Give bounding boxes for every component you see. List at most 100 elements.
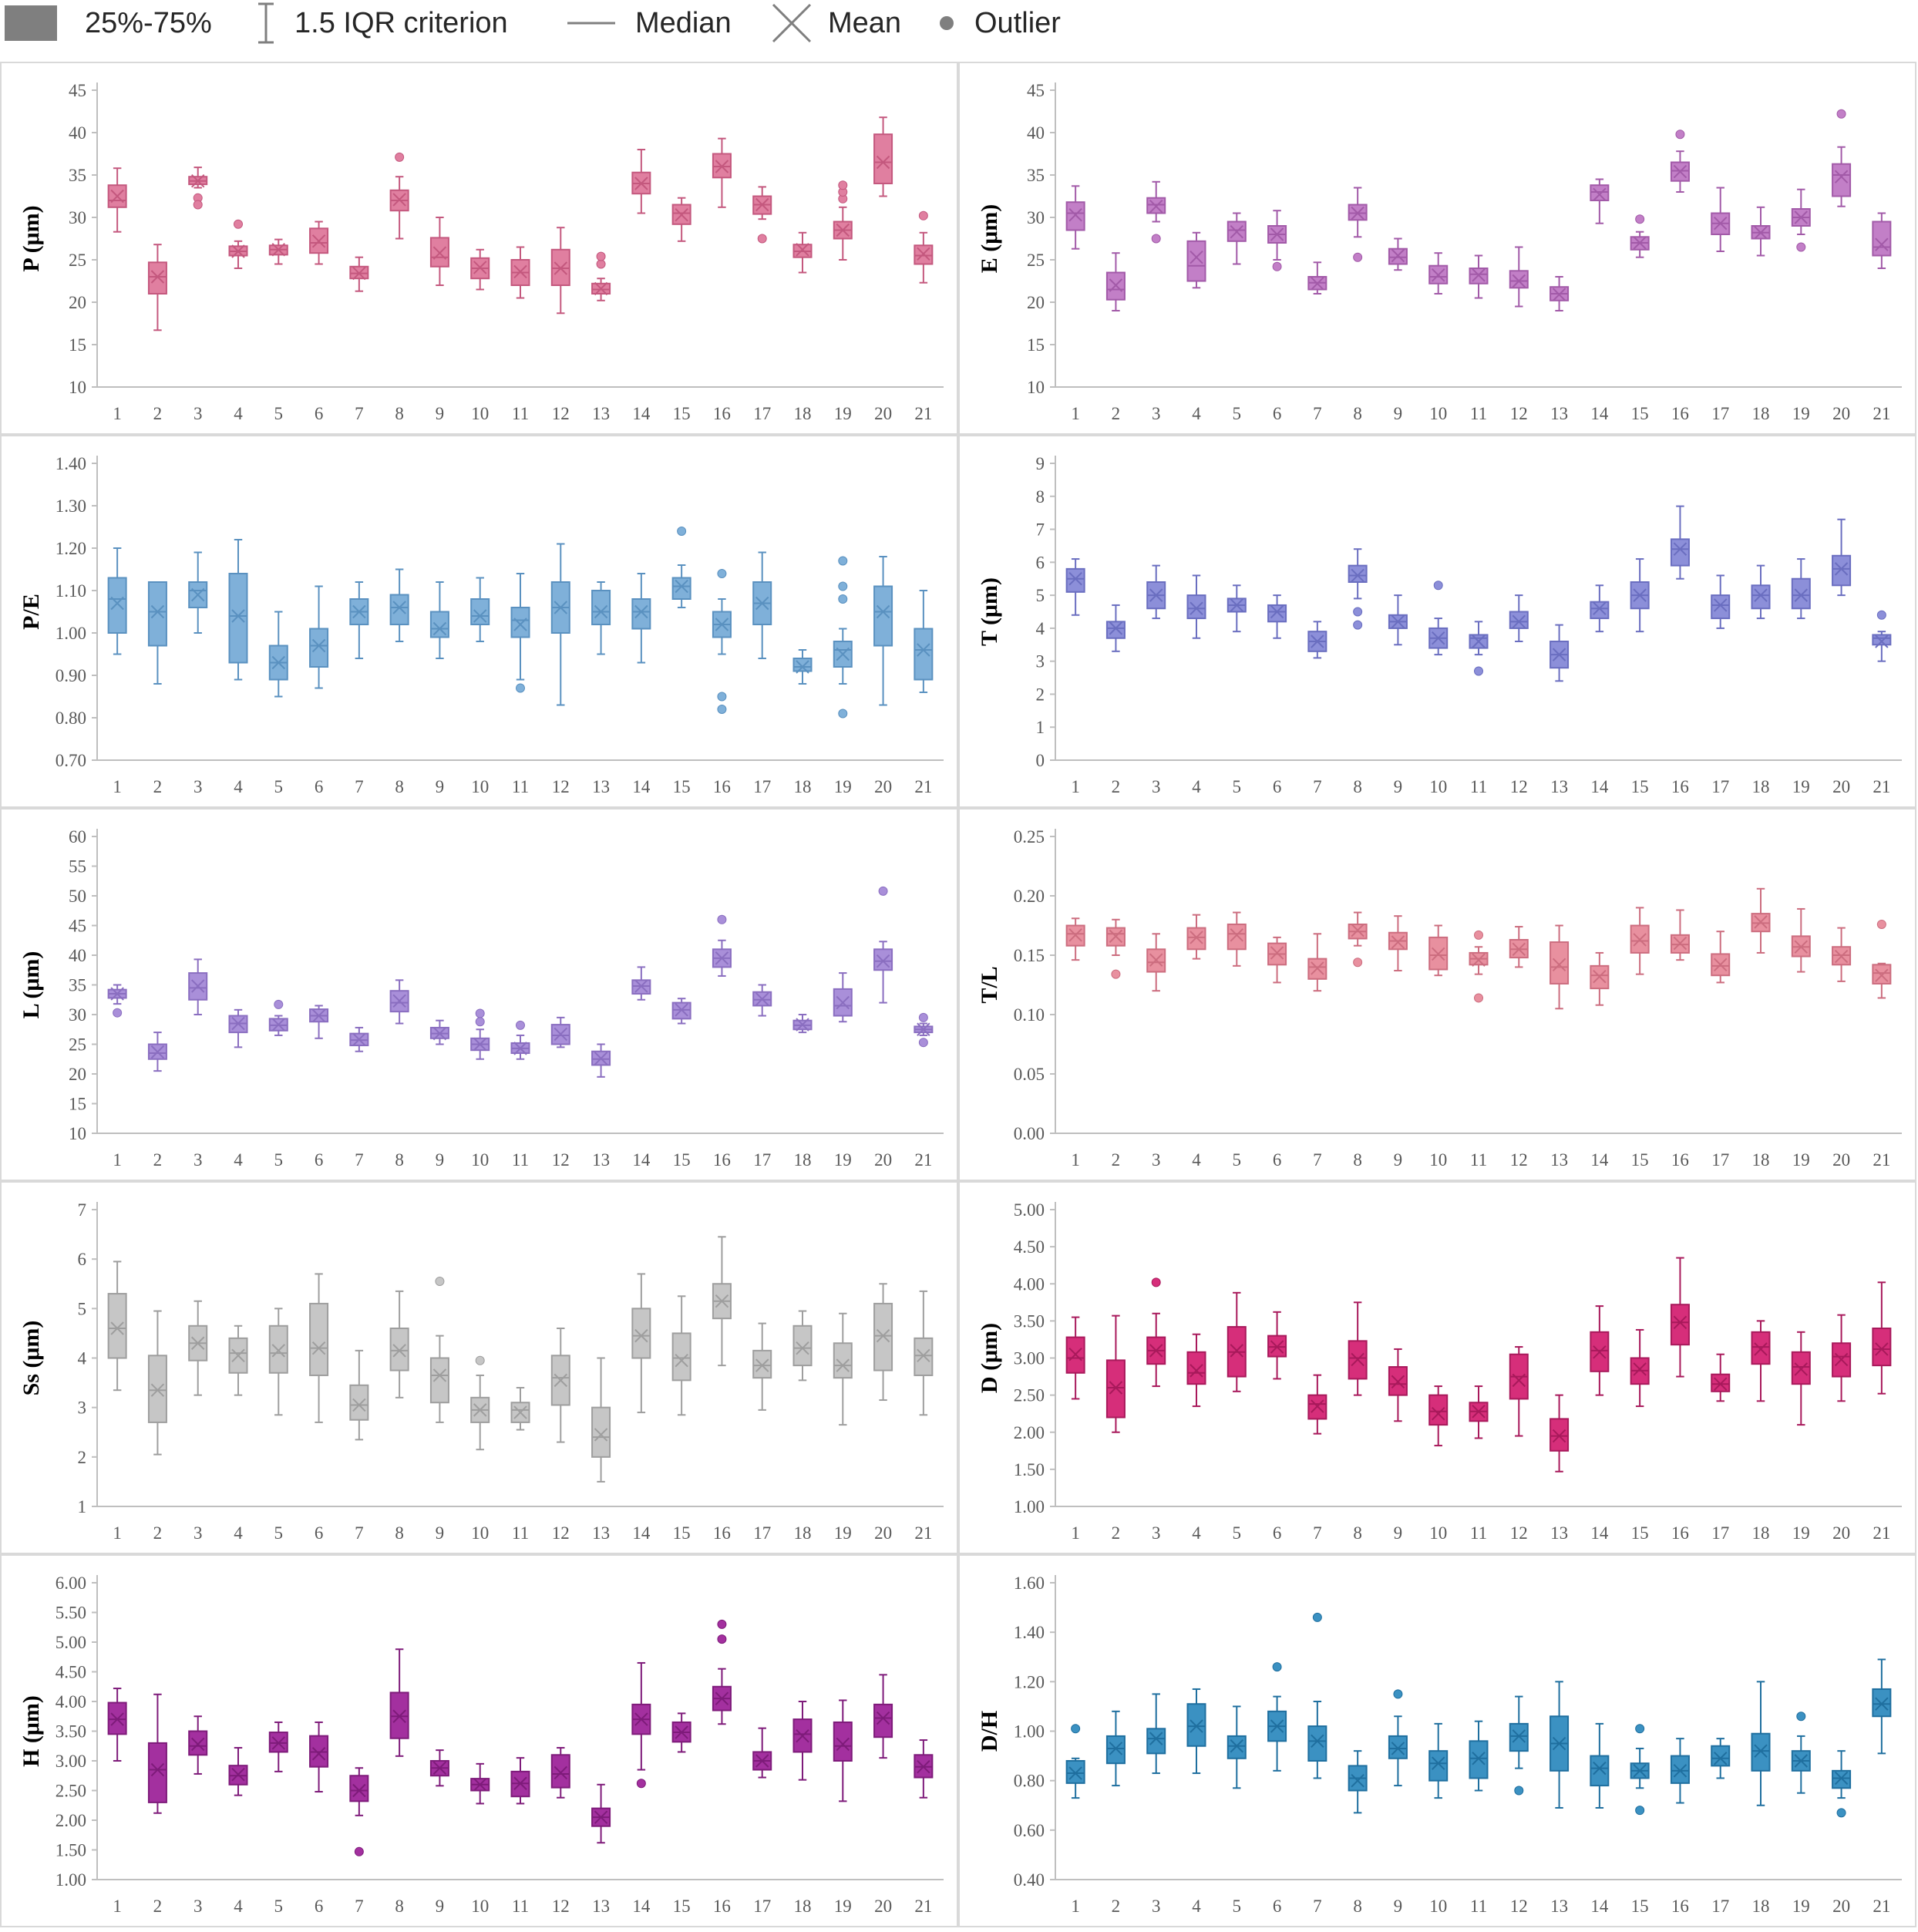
mean-marker xyxy=(231,244,245,258)
x-tick-label: 13 xyxy=(1550,1150,1568,1170)
x-tick-label: 5 xyxy=(1233,1150,1242,1170)
mean-marker xyxy=(1754,226,1768,240)
box-plot-item xyxy=(1832,109,1852,207)
box-plot-item xyxy=(671,527,691,608)
box-plot-item xyxy=(309,1273,329,1423)
box-plot-item xyxy=(470,1762,490,1805)
box-plot-item xyxy=(712,137,732,208)
box-plot-item xyxy=(1751,1681,1771,1806)
box-plot-item xyxy=(1186,574,1206,639)
box-plot-item xyxy=(1267,936,1287,984)
y-tick-label: 6.00 xyxy=(56,1574,86,1593)
iqr-box xyxy=(550,1754,570,1789)
x-tick-label: 3 xyxy=(1152,404,1161,423)
box-plot-item xyxy=(1711,187,1731,252)
x-tick-label: 16 xyxy=(1671,1523,1689,1543)
box-plot-item xyxy=(792,649,813,685)
outlier-point xyxy=(395,152,405,162)
iqr-box xyxy=(1751,1732,1771,1772)
box-plot-item xyxy=(1670,1738,1690,1804)
mean-marker xyxy=(311,1008,326,1023)
outlier-point xyxy=(838,709,848,719)
box-plot-item xyxy=(873,1674,893,1759)
x-tick-label: 16 xyxy=(713,777,731,796)
x-tick-label: 18 xyxy=(1752,404,1770,423)
mean-marker xyxy=(432,1368,447,1382)
box-plot-item xyxy=(752,186,772,244)
mean-marker xyxy=(1189,1719,1203,1733)
x-tick-label: 18 xyxy=(1752,1523,1770,1543)
iqr-box xyxy=(389,1328,409,1372)
mean-marker xyxy=(231,1348,245,1362)
mean-marker xyxy=(796,1341,809,1355)
x-tick-label: 19 xyxy=(1792,404,1810,423)
iqr-box xyxy=(631,1308,651,1359)
x-tick-label: 13 xyxy=(1550,777,1568,796)
y-axis-label: Ss (μm) xyxy=(19,1321,44,1396)
box-plot-item xyxy=(1630,1724,1650,1816)
x-tick-label: 4 xyxy=(1192,404,1201,423)
mean-marker xyxy=(1311,277,1324,291)
box-plot-item xyxy=(1227,911,1247,967)
box-plot-item xyxy=(1065,917,1085,961)
box-plot-item xyxy=(1751,564,1771,620)
box-plot-item xyxy=(1388,1689,1408,1787)
x-tick-label: 13 xyxy=(1550,404,1568,423)
x-tick-label: 8 xyxy=(395,404,404,423)
mean-marker xyxy=(1512,1373,1526,1388)
x-tick-label: 9 xyxy=(1394,404,1403,423)
x-tick-label: 18 xyxy=(1752,1897,1770,1916)
box-plot-item xyxy=(1267,1662,1287,1772)
box-plot-item xyxy=(1590,1722,1610,1809)
legend-outlier-item: Outlier xyxy=(939,0,1061,46)
x-tick-label: 20 xyxy=(1832,1150,1850,1170)
x-tick-label: 21 xyxy=(1873,777,1890,796)
mean-marker xyxy=(1754,1342,1768,1356)
x-tick-label: 1 xyxy=(1071,1523,1080,1543)
mean-marker xyxy=(836,995,850,1010)
x-tick-label: 14 xyxy=(1590,404,1609,423)
box-plot-item xyxy=(1670,130,1690,193)
y-tick-label: 7 xyxy=(1036,520,1045,540)
mean-marker xyxy=(110,189,124,204)
chart-panel: P (μm) 10 15 20 25 30 35 40 45 1 2 3 4 5 6 7 8 9 10 11 12 13 1… xyxy=(0,62,958,435)
x-tick-label: 3 xyxy=(193,1897,203,1916)
box-plot-item xyxy=(228,1747,248,1796)
x-tick-label: 15 xyxy=(1631,1150,1649,1170)
box-plot-item xyxy=(1227,212,1247,265)
x-tick-label: 6 xyxy=(315,404,324,423)
y-tick-label: 15 xyxy=(1027,335,1045,355)
mean-marker xyxy=(392,601,406,614)
iqr-box xyxy=(1711,594,1731,620)
x-tick-label: 18 xyxy=(794,1150,812,1170)
mean-marker xyxy=(110,1321,124,1335)
y-tick-label: 0.70 xyxy=(56,751,86,770)
mean-marker xyxy=(191,587,205,602)
box-plot-item xyxy=(752,1322,772,1411)
x-tick-label: 15 xyxy=(1631,777,1649,796)
box-plot-item xyxy=(792,1701,813,1781)
mean-marker xyxy=(110,987,124,1001)
mean-marker xyxy=(110,596,124,611)
x-tick-label: 8 xyxy=(395,1150,404,1170)
box-plot-item xyxy=(268,1721,288,1772)
outlier-point xyxy=(1635,1724,1645,1734)
mean-marker xyxy=(271,243,285,257)
x-tick-label: 7 xyxy=(1313,1150,1322,1170)
box-plot-item xyxy=(914,1739,934,1799)
mean-marker xyxy=(554,1027,567,1042)
outlier-point xyxy=(435,1277,445,1287)
box-plot-item xyxy=(1428,581,1449,656)
x-tick-label: 8 xyxy=(1353,1523,1362,1543)
iqr-box xyxy=(1751,584,1771,610)
x-tick-label: 5 xyxy=(274,777,284,796)
x-tick-label: 10 xyxy=(1429,777,1447,796)
box-plot-item xyxy=(914,210,934,284)
x-tick-label: 8 xyxy=(395,1897,404,1916)
mean-marker xyxy=(1834,170,1849,183)
box-plot-item xyxy=(470,1008,490,1060)
box-plot-item xyxy=(873,116,893,197)
mean-marker xyxy=(836,647,850,661)
chart-panel: D/H 0.40 0.60 0.80 1.00 1.20 1.40 1.60 1 2 3 4 5 6 7 8 9… xyxy=(958,1554,1916,1927)
